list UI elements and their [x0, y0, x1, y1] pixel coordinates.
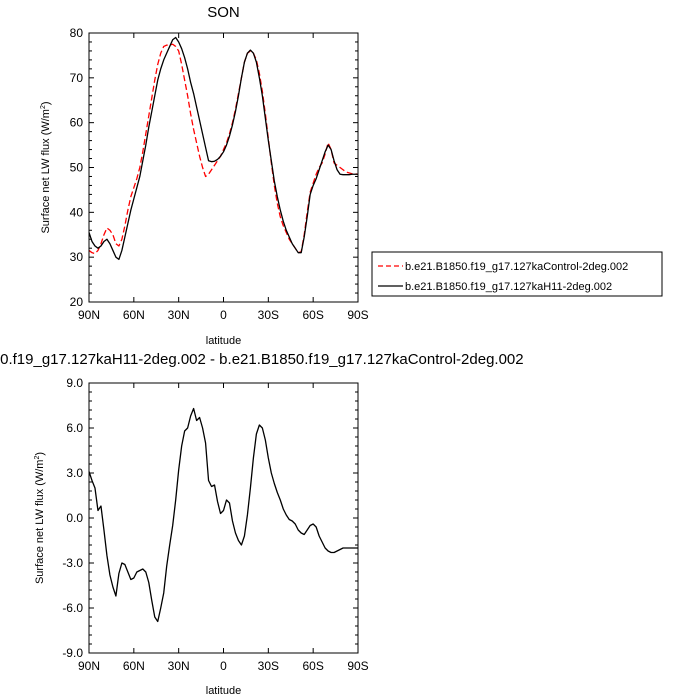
y-tick-label: 0.0 [66, 511, 83, 525]
x-axis-label: latitude [206, 685, 241, 697]
chart-title: SON [207, 4, 240, 21]
chart-title: b.e21.B1850.f19_g17.127kaH11-2deg.002 - … [0, 351, 524, 368]
y-tick-label: 6.0 [66, 421, 83, 435]
plot-area [88, 36, 359, 261]
y-axis-label-superscript: 2 [34, 456, 41, 460]
x-tick-label: 30S [258, 659, 279, 673]
x-tick-label: 30S [258, 308, 279, 322]
y-tick-label: 20 [70, 295, 84, 309]
plot-frame [88, 382, 359, 654]
y-tick-label: 50 [70, 161, 84, 175]
x-tick-label: 60S [302, 659, 323, 673]
x-tick-label: 30N [168, 659, 190, 673]
y-tick-label: 30 [70, 250, 84, 264]
x-axis: 90N 60N 30N 0 30S 60S 90S [78, 33, 369, 322]
y-axis-label-end: ) [40, 101, 52, 105]
series-line-h11 [88, 36, 358, 261]
plot-frame [88, 32, 359, 303]
x-axis: 90N 60N 30N 0 30S 60S 90S [78, 383, 369, 673]
y-axis-label-superscript: 2 [40, 105, 47, 109]
x-tick-label: 90S [347, 308, 368, 322]
y-axis: 20 30 40 50 60 70 80 [70, 26, 358, 309]
x-tick-label: 60S [302, 308, 323, 322]
x-tick-label: 60N [123, 659, 145, 673]
x-tick-label: 0 [220, 308, 227, 322]
panel-bottom-chart: b.e21.B1850.f19_g17.127kaH11-2deg.002 - … [0, 351, 524, 697]
y-tick-label: -9.0 [62, 646, 83, 660]
x-tick-label: 60N [123, 308, 145, 322]
x-tick-label: 30N [168, 308, 190, 322]
y-axis-label: Surface net LW flux (W/m2) [40, 101, 52, 233]
y-tick-label: 3.0 [66, 466, 83, 480]
legend-label-h11: b.e21.B1850.f19_g17.127kaH11-2deg.002 [405, 281, 612, 293]
y-tick-label: -3.0 [62, 556, 83, 570]
y-axis: -9.0 -6.0 -3.0 0.0 3.0 6.0 9.0 [62, 376, 358, 660]
legend-box [371, 251, 663, 297]
x-tick-label: 90N [78, 308, 100, 322]
x-tick-label: 90N [78, 659, 100, 673]
y-tick-label: -6.0 [62, 601, 83, 615]
series-line-difference [88, 407, 358, 623]
x-axis-label: latitude [206, 335, 241, 347]
x-tick-label: 90S [347, 659, 368, 673]
y-tick-label: 80 [70, 26, 84, 40]
legend-label-control: b.e21.B1850.f19_g17.127kaControl-2deg.00… [405, 261, 628, 273]
plot-area [88, 407, 358, 623]
x-tick-label: 0 [220, 659, 227, 673]
y-axis-label-main: Surface net LW flux (W/m [40, 109, 52, 234]
y-tick-label: 9.0 [66, 376, 83, 390]
panel-top-chart: SON 90N 60N 30N 0 30S 60S 90S 20 30 40 50 60 70 80 l… [40, 4, 663, 347]
legend: b.e21.B1850.f19_g17.127kaControl-2deg.00… [371, 251, 663, 297]
y-tick-label: 60 [70, 116, 84, 130]
y-tick-label: 70 [70, 71, 84, 85]
y-axis-label: Surface net LW flux (W/m2) [34, 452, 46, 584]
y-axis-label-main: Surface net LW flux (W/m [34, 460, 46, 585]
y-tick-label: 40 [70, 205, 84, 219]
y-axis-label-end: ) [34, 452, 46, 456]
series-line-control [88, 43, 359, 255]
